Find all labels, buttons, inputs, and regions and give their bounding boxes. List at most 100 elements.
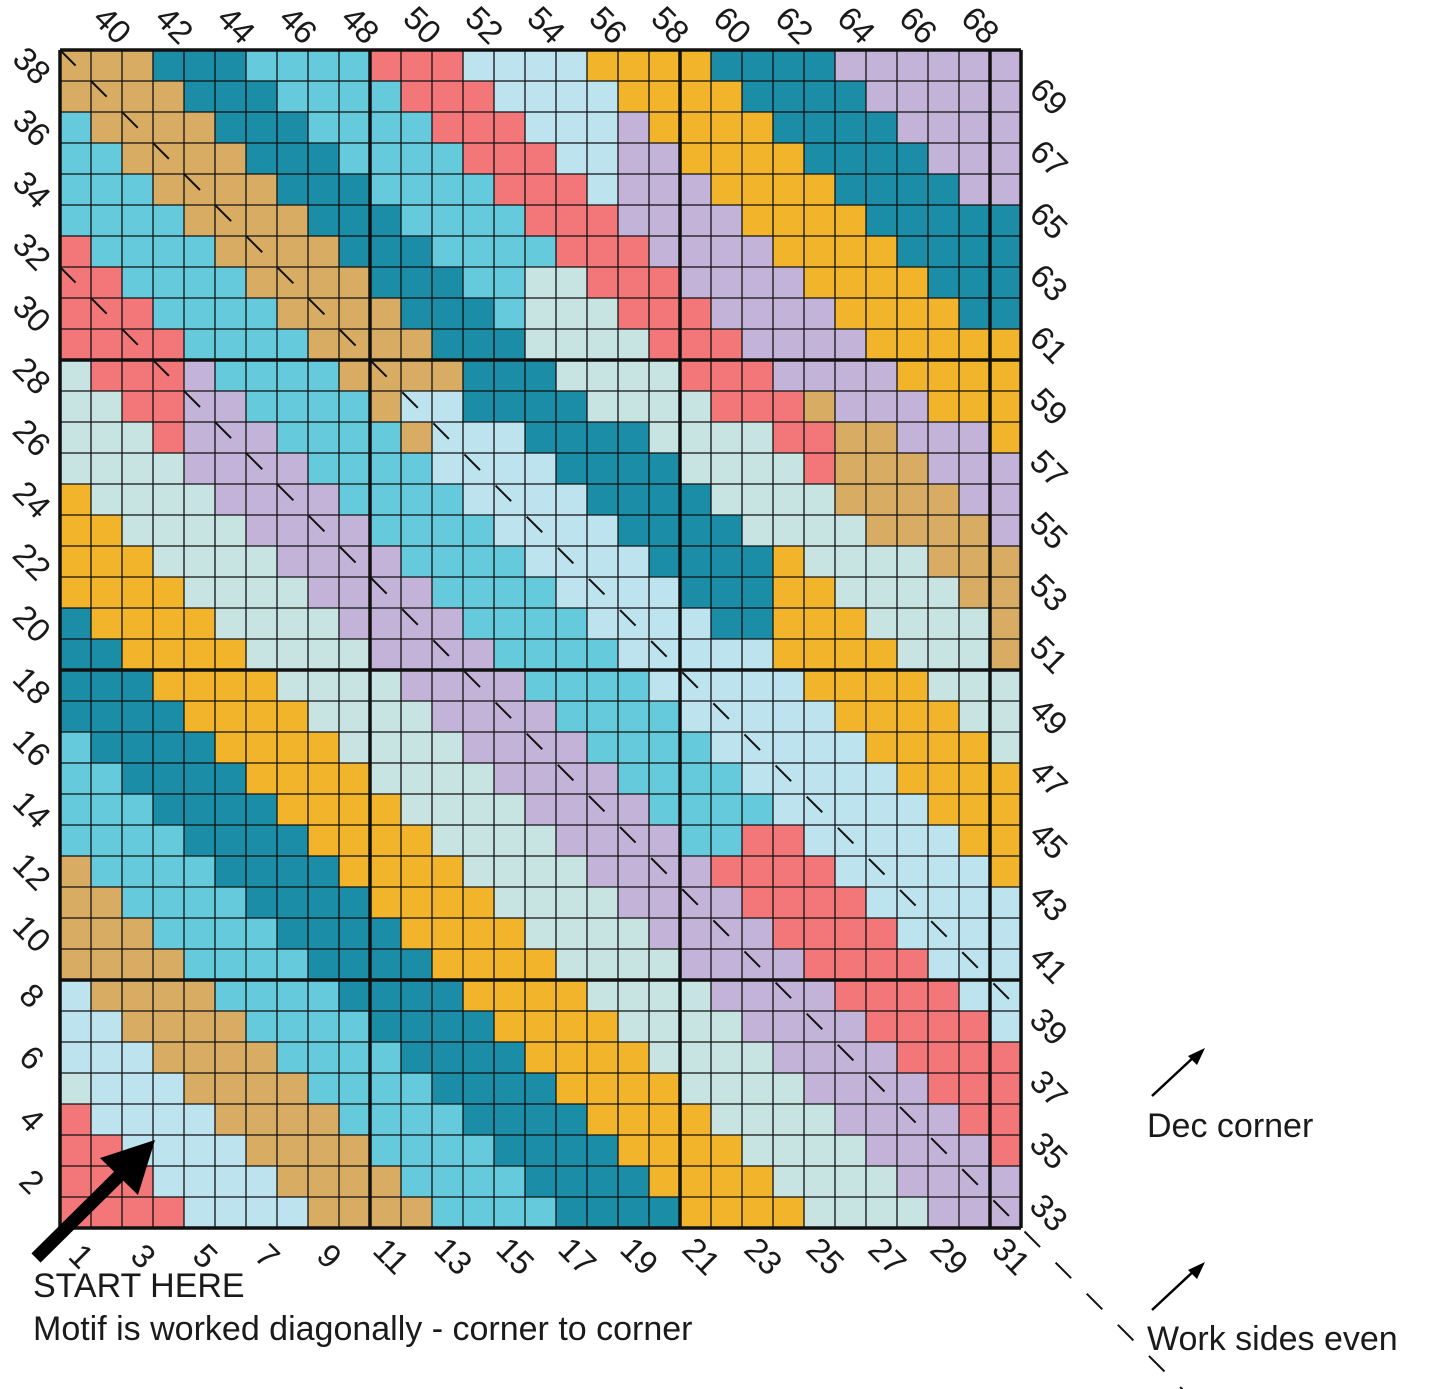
- grid-cell: [432, 1197, 463, 1228]
- grid-cell: [804, 1135, 835, 1166]
- grid-cell: [525, 81, 556, 112]
- grid-cell: [494, 267, 525, 298]
- grid-cell: [773, 639, 804, 670]
- grid-cell: [835, 794, 866, 825]
- grid-cell: [835, 205, 866, 236]
- grid-cell: [91, 949, 122, 980]
- grid-cell: [556, 236, 587, 267]
- grid-cell: [122, 856, 153, 887]
- grid-cell: [91, 639, 122, 670]
- grid-cell: [866, 546, 897, 577]
- grid-cell: [866, 608, 897, 639]
- grid-cell: [339, 515, 370, 546]
- right-row-label: 43: [1023, 876, 1075, 928]
- grid-cell: [525, 298, 556, 329]
- right-row-label: 67: [1023, 132, 1075, 184]
- grid-cell: [742, 639, 773, 670]
- grid-cell: [897, 484, 928, 515]
- grid-cell: [60, 794, 91, 825]
- grid-cell: [91, 360, 122, 391]
- left-row-label: 16: [6, 721, 58, 773]
- grid-cell: [618, 391, 649, 422]
- grid-cell: [556, 50, 587, 81]
- grid-cell: [711, 422, 742, 453]
- grid-cell: [308, 732, 339, 763]
- grid-cell: [866, 639, 897, 670]
- grid-cell: [556, 81, 587, 112]
- grid-cell: [773, 112, 804, 143]
- grid-cell: [525, 701, 556, 732]
- grid-cell: [618, 298, 649, 329]
- grid-cell: [215, 577, 246, 608]
- grid-cell: [711, 732, 742, 763]
- grid-cell: [680, 980, 711, 1011]
- grid-cell: [618, 794, 649, 825]
- grid-cell: [711, 856, 742, 887]
- grid-cell: [897, 1135, 928, 1166]
- grid-cell: [587, 639, 618, 670]
- grid-cell: [866, 1197, 897, 1228]
- grid-cell: [432, 1166, 463, 1197]
- grid-cell: [804, 639, 835, 670]
- grid-cell: [742, 670, 773, 701]
- grid-cell: [215, 298, 246, 329]
- grid-cell: [184, 794, 215, 825]
- grid-cell: [339, 1166, 370, 1197]
- grid-cell: [246, 205, 277, 236]
- grid-cell: [835, 422, 866, 453]
- grid-cell: [215, 918, 246, 949]
- right-row-label: 49: [1023, 690, 1075, 742]
- grid-cell: [339, 50, 370, 81]
- grid-cell: [339, 980, 370, 1011]
- grid-cell: [711, 329, 742, 360]
- bottom-column-label: 17: [551, 1230, 603, 1282]
- grid-cell: [184, 50, 215, 81]
- grid-cell: [990, 670, 1021, 701]
- grid-cell: [959, 422, 990, 453]
- grid-cell: [91, 174, 122, 205]
- grid-cell: [401, 112, 432, 143]
- grid-cell: [773, 515, 804, 546]
- grid-cell: [91, 887, 122, 918]
- grid-cell: [618, 980, 649, 1011]
- grid-cell: [773, 484, 804, 515]
- grid-cell: [680, 422, 711, 453]
- grid-cell: [463, 701, 494, 732]
- grid-cell: [959, 1011, 990, 1042]
- grid-cell: [432, 453, 463, 484]
- grid-cell: [122, 360, 153, 391]
- grid-cell: [556, 701, 587, 732]
- grid-cell: [184, 732, 215, 763]
- grid-cell: [215, 1166, 246, 1197]
- grid-cell: [432, 1011, 463, 1042]
- grid-cell: [463, 236, 494, 267]
- grid-cell: [556, 1042, 587, 1073]
- grid-cell: [835, 856, 866, 887]
- grid-cell: [215, 1042, 246, 1073]
- grid-cell: [773, 794, 804, 825]
- grid-cell: [928, 887, 959, 918]
- grid-cell: [556, 329, 587, 360]
- grid-cell: [277, 1104, 308, 1135]
- grid-cell: [525, 794, 556, 825]
- pattern-cells: [60, 50, 1021, 1228]
- grid-cell: [928, 794, 959, 825]
- grid-cell: [773, 143, 804, 174]
- grid-cell: [494, 112, 525, 143]
- grid-cell: [525, 329, 556, 360]
- grid-cell: [959, 980, 990, 1011]
- grid-cell: [184, 1166, 215, 1197]
- left-row-label: 22: [6, 535, 58, 587]
- grid-cell: [494, 236, 525, 267]
- grid-cell: [184, 360, 215, 391]
- grid-cell: [122, 1011, 153, 1042]
- grid-cell: [277, 1166, 308, 1197]
- grid-cell: [928, 484, 959, 515]
- grid-cell: [990, 50, 1021, 81]
- grid-cell: [246, 887, 277, 918]
- grid-cell: [556, 267, 587, 298]
- grid-cell: [680, 1073, 711, 1104]
- grid-cell: [432, 50, 463, 81]
- grid-cell: [463, 1042, 494, 1073]
- grid-cell: [215, 794, 246, 825]
